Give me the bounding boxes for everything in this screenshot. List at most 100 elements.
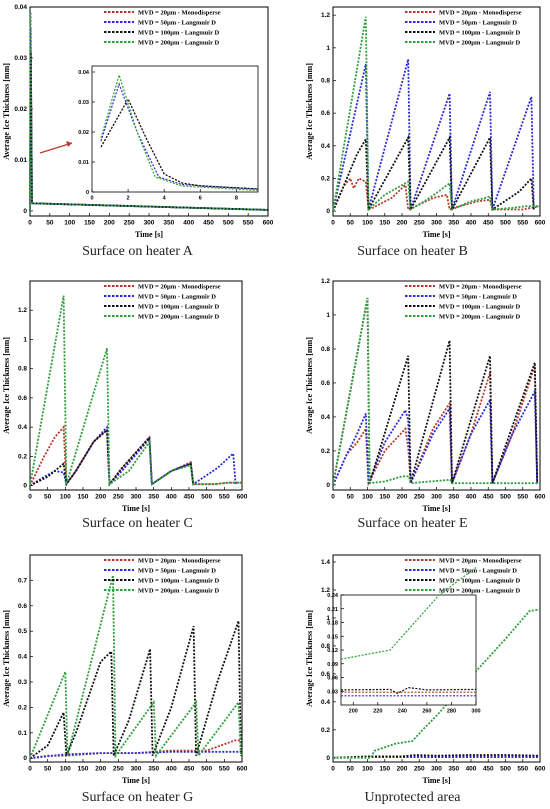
x-tick-label: 220 (373, 709, 382, 715)
inset-0: 0 2 4 6 8 0 0.01 0.02 0.03 0.04 (78, 65, 259, 202)
series-line-2 (29, 428, 195, 487)
x-tick-label: 450 (483, 766, 494, 773)
y-axis-label: Average Ice Thickness [mm] (305, 337, 314, 434)
legend-label-0: MVD = 20µm - Monodisperse (439, 558, 522, 565)
series-line-3 (100, 72, 259, 192)
x-tick-label: 0 (331, 220, 335, 227)
legend-label-3: MVD = 200µm - Langmuir D (439, 314, 520, 321)
y-tick-label: 0.8 (321, 77, 330, 84)
x-tick-label: 400 (466, 220, 477, 227)
series-line-1 (29, 750, 242, 760)
plot-frame (332, 6, 541, 217)
y-tick-label: 1.2 (18, 307, 27, 314)
x-tick-label: 500 (500, 494, 511, 501)
panel-2: 0 50 100 150 200 250 300 350 400 450 500 550 600 0 0.2… (2, 280, 248, 513)
x-tick-label: 300 (144, 220, 155, 227)
x-tick-label: 200 (397, 766, 408, 773)
y-tick-label: 0.2 (18, 453, 27, 460)
y-tick-label: 0.03 (78, 100, 89, 106)
x-tick-label: 300 (471, 709, 480, 715)
y-tick-label: 0.12 (327, 648, 338, 654)
x-tick-label: 400 (466, 494, 477, 501)
x-axis-label: Time [s] (122, 776, 150, 785)
y-axis-label: Average Ice Thickness [mm] (305, 610, 314, 707)
y-tick-label: 0.03 (327, 689, 338, 695)
y-tick-label: 1.2 (321, 12, 330, 19)
x-tick-label: 350 (148, 494, 159, 501)
y-tick-label: 0.1 (18, 730, 27, 737)
x-tick-label: 50 (44, 766, 52, 773)
caption-heater-c: Surface on heater C (82, 516, 193, 531)
legend-label-1: MVD = 50µm - Langmuir D (138, 568, 216, 575)
x-tick-label: 450 (184, 766, 195, 773)
x-tick-label: 600 (237, 494, 248, 501)
legend-label-1: MVD = 50µm - Langmuir D (439, 20, 517, 27)
panel-4: 0 50 100 150 200 250 300 350 400 450 500 550 600 0 0.1… (2, 554, 248, 785)
y-tick-label: 0.4 (18, 654, 27, 661)
y-tick-label: 1.4 (321, 559, 330, 566)
y-tick-label: 0.7 (18, 577, 27, 584)
y-tick-label: 0.21 (327, 607, 338, 613)
y-axis-label: Average Ice Thickness [mm] (305, 63, 314, 160)
x-tick-label: 0 (331, 766, 335, 773)
x-tick-label: 500 (201, 766, 212, 773)
legend-label-0: MVD = 20µm - Monodisperse (138, 10, 221, 17)
x-tick-label: 260 (422, 709, 431, 715)
x-tick-label: 350 (448, 220, 459, 227)
x-tick-label: 500 (201, 494, 212, 501)
y-tick-label: 0.2 (18, 704, 27, 711)
x-tick-label: 400 (183, 220, 194, 227)
x-tick-label: 0 (28, 766, 32, 773)
y-tick-label: 0.01 (14, 157, 27, 164)
x-tick-label: 50 (347, 494, 355, 501)
legend-label-1: MVD = 50µm - Langmuir D (439, 294, 517, 301)
series-line-3 (332, 16, 540, 212)
x-tick-label: 300 (431, 494, 442, 501)
x-tick-label: 500 (223, 220, 234, 227)
x-tick-label: 200 (104, 220, 115, 227)
y-tick-label: 0.4 (321, 699, 330, 706)
series-line-3 (29, 575, 242, 759)
legend-label-0: MVD = 20µm - Monodisperse (138, 284, 221, 291)
series-line-1 (100, 82, 259, 190)
x-tick-label: 150 (84, 220, 95, 227)
y-axis-label: Average Ice Thickness [mm] (2, 63, 11, 160)
x-tick-label: 350 (148, 766, 159, 773)
x-tick-label: 150 (379, 766, 390, 773)
series-line-2 (332, 134, 535, 213)
x-tick-label: 200 (349, 709, 358, 715)
x-tick-label: 100 (60, 766, 71, 773)
series-line-3 (340, 567, 477, 660)
caption-unprotected: Unprotected area (364, 790, 461, 805)
y-tick-label: 0 (326, 208, 330, 215)
y-tick-label: 1 (326, 45, 330, 52)
x-tick-label: 600 (263, 220, 274, 227)
series-line-3 (333, 608, 541, 759)
x-tick-label: 550 (517, 766, 528, 773)
y-tick-label: 0.06 (327, 676, 338, 682)
legend-label-2: MVD = 100µm - Langmuir D (138, 578, 219, 585)
x-tick-label: 200 (397, 220, 408, 227)
legend-label-0: MVD = 20µm - Monodisperse (439, 284, 522, 291)
y-tick-label: 0.5 (18, 628, 27, 635)
x-tick-label: 450 (483, 494, 494, 501)
y-tick-label: 0.01 (78, 160, 89, 166)
series-line-0 (332, 365, 539, 487)
x-axis-label: Time [s] (135, 230, 163, 239)
x-tick-label: 8 (235, 196, 238, 202)
legend-label-3: MVD = 200µm - Langmuir D (138, 40, 219, 47)
y-tick-label: 0.09 (327, 662, 338, 668)
x-tick-label: 550 (243, 220, 254, 227)
y-axis-label: Average Ice Thickness [mm] (2, 610, 11, 707)
y-tick-label: 0.6 (18, 395, 27, 402)
x-tick-label: 100 (64, 220, 75, 227)
inset-arrow (39, 142, 73, 154)
y-tick-label: 0.02 (14, 106, 27, 113)
x-tick-label: 280 (447, 709, 456, 715)
y-tick-label: 0.2 (321, 448, 330, 455)
x-tick-label: 600 (237, 766, 248, 773)
plot-frame (340, 594, 477, 706)
caption-heater-g: Surface on heater G (81, 790, 194, 805)
y-tick-label: 0.4 (321, 414, 330, 421)
x-tick-label: 250 (414, 220, 425, 227)
